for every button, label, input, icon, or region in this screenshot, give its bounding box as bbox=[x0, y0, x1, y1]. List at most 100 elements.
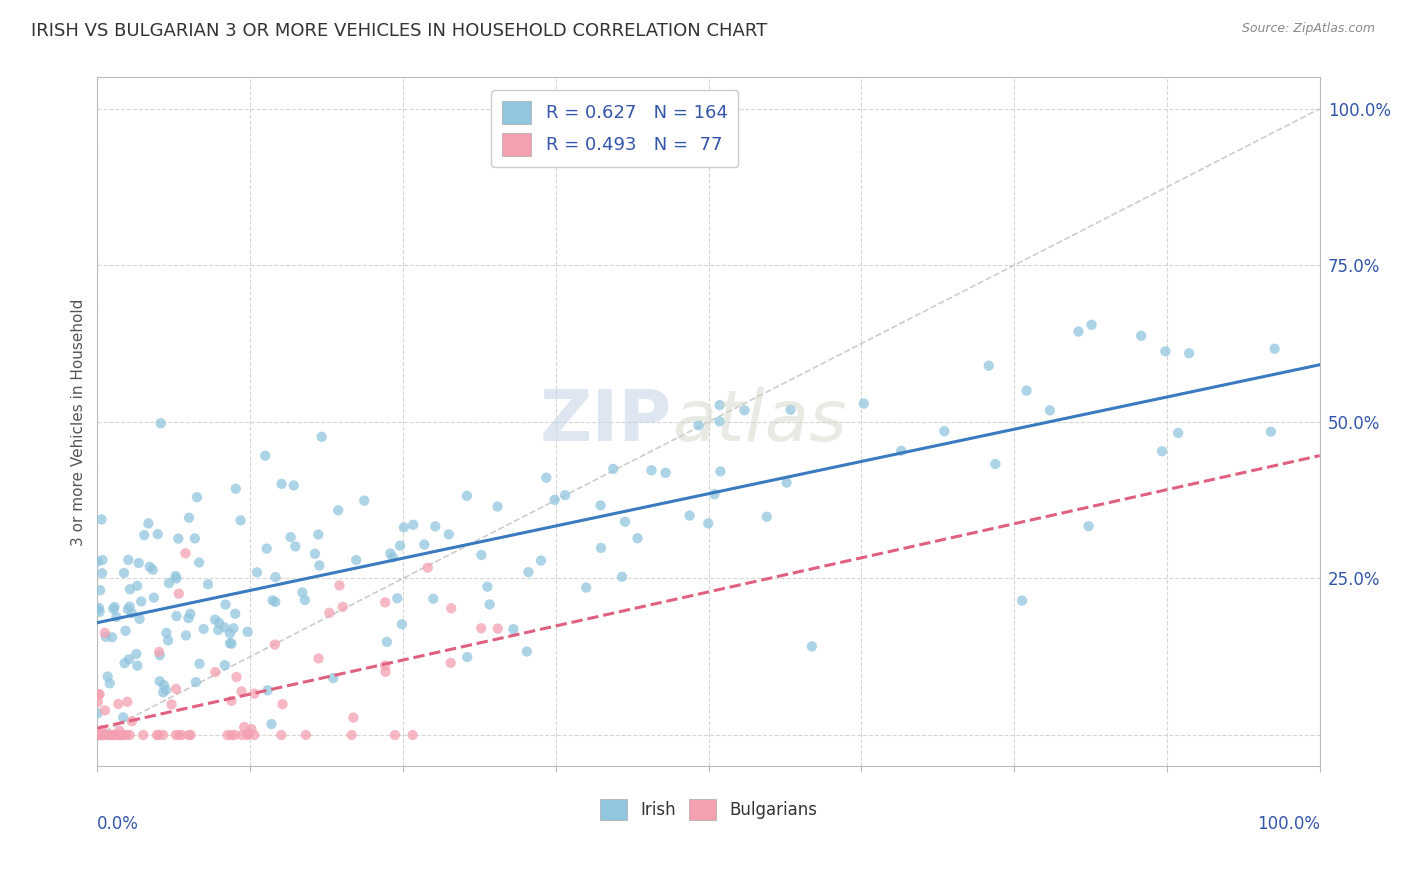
Point bbox=[221, 694, 243, 708]
Point bbox=[142, 591, 165, 605]
Point bbox=[134, 528, 156, 542]
Point bbox=[174, 546, 197, 560]
Point bbox=[112, 728, 135, 742]
Point bbox=[283, 478, 305, 492]
Point bbox=[197, 577, 219, 591]
Point bbox=[703, 487, 725, 501]
Point bbox=[456, 489, 478, 503]
Point bbox=[219, 636, 242, 650]
Point bbox=[589, 499, 612, 513]
Point bbox=[101, 728, 124, 742]
Point bbox=[108, 723, 131, 738]
Point bbox=[389, 539, 412, 553]
Point bbox=[188, 657, 211, 671]
Point bbox=[112, 566, 135, 580]
Point bbox=[709, 398, 731, 412]
Point bbox=[225, 482, 247, 496]
Point bbox=[87, 706, 110, 721]
Point bbox=[437, 527, 460, 541]
Point bbox=[1154, 344, 1177, 359]
Point bbox=[89, 583, 111, 598]
Point bbox=[87, 695, 110, 709]
Point bbox=[89, 605, 111, 619]
Point bbox=[340, 728, 363, 742]
Point bbox=[328, 578, 350, 592]
Point bbox=[153, 678, 176, 692]
Point bbox=[174, 628, 197, 642]
Point bbox=[91, 728, 114, 742]
Point bbox=[679, 508, 702, 523]
Point bbox=[486, 622, 509, 636]
Point bbox=[90, 728, 112, 742]
Point bbox=[243, 687, 266, 701]
Point bbox=[222, 621, 245, 635]
Point bbox=[98, 676, 121, 690]
Point bbox=[146, 728, 169, 742]
Point bbox=[284, 540, 307, 554]
Point bbox=[322, 671, 344, 685]
Point bbox=[157, 633, 180, 648]
Point bbox=[575, 581, 598, 595]
Point bbox=[375, 635, 398, 649]
Point bbox=[165, 728, 187, 742]
Point bbox=[614, 515, 637, 529]
Point bbox=[254, 449, 277, 463]
Point bbox=[262, 593, 284, 607]
Point bbox=[98, 728, 121, 742]
Point bbox=[332, 599, 354, 614]
Point bbox=[270, 728, 292, 742]
Point bbox=[149, 417, 172, 431]
Text: atlas: atlas bbox=[672, 387, 846, 457]
Point bbox=[127, 658, 149, 673]
Point bbox=[103, 728, 125, 742]
Point bbox=[775, 475, 797, 490]
Point bbox=[129, 594, 152, 608]
Point bbox=[146, 527, 169, 541]
Point bbox=[270, 476, 292, 491]
Point bbox=[138, 559, 160, 574]
Point bbox=[167, 728, 190, 742]
Point bbox=[890, 443, 912, 458]
Point bbox=[264, 595, 287, 609]
Point bbox=[118, 599, 141, 614]
Point bbox=[105, 728, 128, 742]
Point bbox=[1039, 403, 1062, 417]
Point bbox=[208, 615, 231, 630]
Point bbox=[1178, 346, 1201, 360]
Point bbox=[132, 728, 155, 742]
Point bbox=[105, 610, 128, 624]
Point bbox=[231, 684, 253, 698]
Point bbox=[236, 728, 259, 742]
Point bbox=[543, 492, 565, 507]
Point bbox=[91, 723, 114, 738]
Point bbox=[186, 490, 208, 504]
Point bbox=[204, 665, 226, 680]
Point bbox=[117, 695, 139, 709]
Point bbox=[114, 656, 136, 670]
Point bbox=[229, 513, 252, 527]
Point bbox=[160, 698, 183, 712]
Point bbox=[177, 510, 200, 524]
Point bbox=[478, 598, 501, 612]
Point bbox=[125, 647, 148, 661]
Point bbox=[1011, 593, 1033, 607]
Point bbox=[311, 430, 333, 444]
Point bbox=[184, 532, 207, 546]
Point bbox=[456, 650, 478, 665]
Point bbox=[214, 620, 236, 634]
Point bbox=[401, 728, 423, 742]
Point bbox=[155, 683, 177, 698]
Point bbox=[152, 685, 174, 699]
Point bbox=[263, 638, 285, 652]
Point bbox=[118, 652, 141, 666]
Point bbox=[224, 607, 246, 621]
Point bbox=[240, 722, 263, 736]
Point bbox=[149, 674, 172, 689]
Point bbox=[167, 587, 190, 601]
Point bbox=[260, 717, 283, 731]
Point bbox=[170, 728, 193, 742]
Point bbox=[224, 728, 246, 742]
Point bbox=[626, 531, 648, 545]
Point bbox=[217, 728, 239, 742]
Point bbox=[280, 530, 302, 544]
